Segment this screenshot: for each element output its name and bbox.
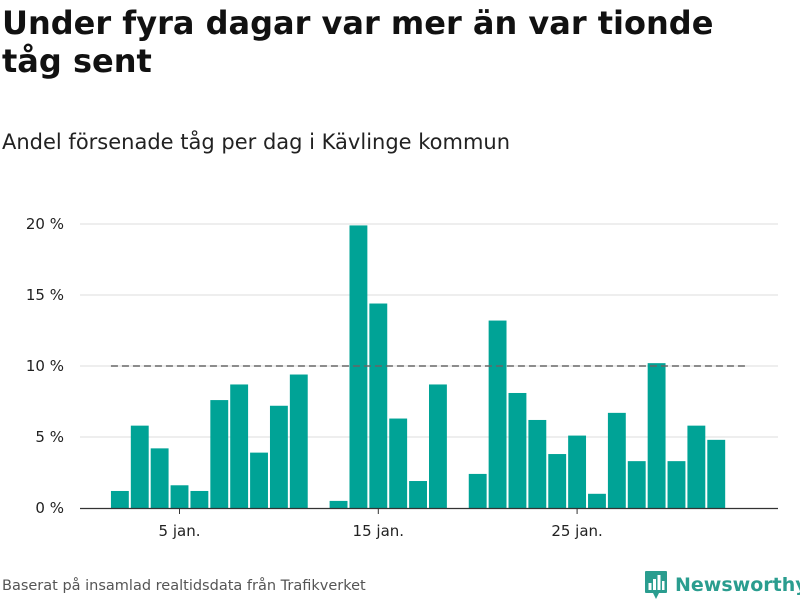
bar (329, 500, 348, 508)
y-tick-label: 10 % (26, 357, 64, 375)
bar (588, 493, 606, 508)
bar (528, 419, 547, 508)
brand-name: Newsworthy (675, 574, 800, 596)
bar (687, 425, 706, 508)
bar (230, 384, 249, 508)
bar (607, 412, 626, 508)
y-tick-label: 5 % (35, 428, 64, 446)
bar (389, 418, 408, 508)
y-tick-label: 15 % (26, 286, 64, 304)
chart-title: Under fyra dagar var mer än var tionde t… (2, 4, 714, 80)
y-tick-label: 0 % (35, 499, 64, 517)
y-tick-labels: 0 % 5 % 10 % 15 % 20 % (26, 215, 64, 517)
bar (508, 392, 527, 508)
x-ticks: 5 jan. 15 jan. 25 jan. (159, 508, 603, 540)
bar (627, 461, 646, 508)
bar (150, 448, 169, 508)
newsworthy-logo-icon (645, 571, 667, 599)
bar (647, 363, 666, 508)
newsworthy-brand[interactable]: Newsworthy (644, 570, 800, 600)
bar (250, 452, 268, 508)
x-tick-label: 15 jan. (353, 522, 405, 540)
bar (707, 439, 726, 508)
bar (488, 320, 507, 508)
x-tick-label: 5 jan. (159, 522, 201, 540)
bar (190, 490, 209, 508)
bar (548, 454, 567, 508)
y-tick-label: 20 % (26, 215, 64, 233)
bar (110, 490, 129, 508)
bar (269, 405, 288, 508)
bar (210, 400, 229, 508)
bar (568, 435, 587, 508)
x-tick-label: 25 jan. (551, 522, 603, 540)
bar (409, 481, 427, 508)
bar (429, 384, 447, 508)
source-note: Baserat på insamlad realtidsdata från Tr… (2, 578, 366, 594)
bar (130, 425, 149, 508)
bar (369, 303, 388, 508)
bar (170, 485, 189, 508)
bar (667, 461, 686, 508)
bar (289, 374, 308, 508)
chart-subtitle: Andel försenade tåg per dag i Kävlinge k… (2, 130, 511, 154)
bar (468, 473, 487, 508)
